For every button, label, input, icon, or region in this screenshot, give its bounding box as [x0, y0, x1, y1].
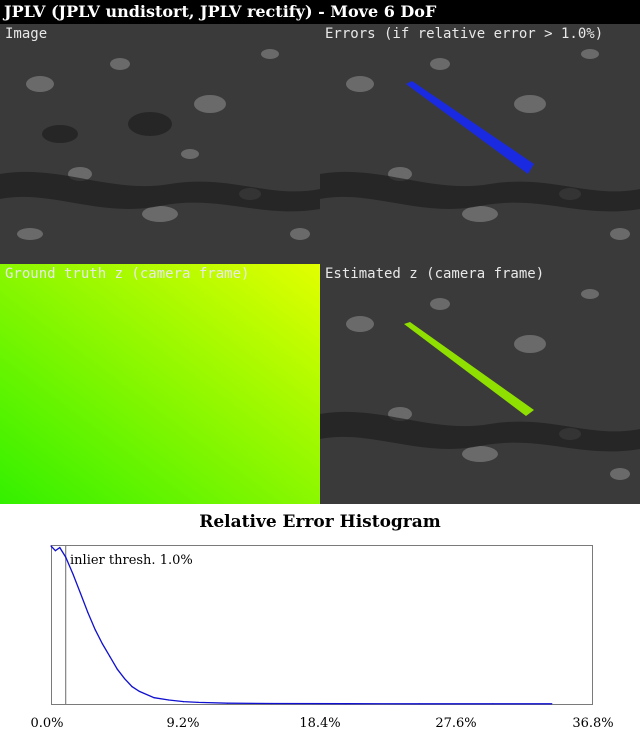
x-tick-2: 18.4%	[299, 716, 341, 731]
terrain-image	[0, 24, 320, 264]
error-region	[406, 81, 534, 174]
histogram-plot-area	[51, 545, 593, 705]
estimated-region	[404, 322, 534, 416]
errors-panel: Errors (if relative error > 1.0%)	[320, 24, 640, 264]
errors-image	[320, 24, 640, 264]
window-title: JPLV (JPLV undistort, JPLV rectify) - Mo…	[4, 2, 437, 21]
x-tick-4: 36.8%	[572, 716, 614, 731]
ground-truth-depth-map	[0, 264, 320, 504]
x-tick-1: 9.2%	[166, 716, 200, 731]
ground-truth-panel: Ground truth z (camera frame)	[0, 264, 320, 504]
image-panel: Image	[0, 24, 320, 264]
errors-panel-label: Errors (if relative error > 1.0%)	[325, 26, 604, 42]
histogram-title: Relative Error Histogram	[199, 512, 441, 532]
threshold-label: inlier thresh. 1.0%	[70, 553, 193, 568]
x-tick-0: 0.0%	[30, 716, 64, 731]
estimated-panel-label: Estimated z (camera frame)	[325, 266, 545, 282]
title-bar: JPLV (JPLV undistort, JPLV rectify) - Mo…	[0, 0, 640, 24]
image-panel-label: Image	[5, 26, 48, 42]
ground-truth-panel-label: Ground truth z (camera frame)	[5, 266, 250, 282]
estimated-depth-image	[320, 264, 640, 504]
x-tick-3: 27.6%	[435, 716, 477, 731]
estimated-panel: Estimated z (camera frame)	[320, 264, 640, 504]
